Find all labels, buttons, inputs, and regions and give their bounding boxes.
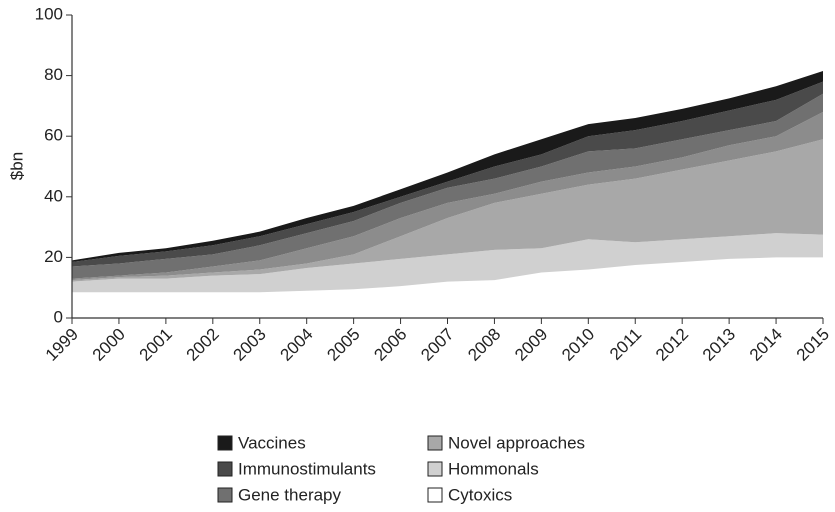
x-tick-label: 2008 bbox=[464, 325, 504, 365]
x-tick-label: 1999 bbox=[42, 325, 82, 365]
y-tick-label: 20 bbox=[44, 247, 63, 266]
legend-swatch bbox=[427, 461, 443, 477]
y-tick-label: 80 bbox=[44, 65, 63, 84]
legend-label: Immunostimulants bbox=[238, 459, 376, 478]
legend-swatch bbox=[217, 461, 233, 477]
x-tick-label: 2003 bbox=[230, 325, 270, 365]
legend-swatch bbox=[217, 435, 233, 451]
x-tick-label: 2007 bbox=[417, 325, 457, 365]
y-tick-label: 40 bbox=[44, 186, 63, 205]
x-tick-label: 2000 bbox=[89, 325, 129, 365]
x-tick-label: 2012 bbox=[652, 325, 692, 365]
area bbox=[72, 257, 823, 318]
area bbox=[72, 233, 823, 293]
x-tick-label: 2013 bbox=[699, 325, 739, 365]
area bbox=[72, 139, 823, 282]
area bbox=[72, 71, 823, 262]
y-tick-label: 60 bbox=[44, 126, 63, 145]
legend-swatch bbox=[427, 435, 443, 451]
x-tick-label: 2002 bbox=[183, 325, 223, 365]
legend-label: Vaccines bbox=[238, 433, 306, 452]
legend-swatch bbox=[427, 487, 443, 503]
y-axis-label: $bn bbox=[7, 152, 26, 180]
x-tick-label: 2014 bbox=[746, 325, 786, 365]
x-tick-label: 2006 bbox=[370, 325, 410, 365]
legend-label: Gene therapy bbox=[238, 485, 342, 504]
x-tick-label: 2010 bbox=[558, 325, 598, 365]
x-tick-label: 2001 bbox=[136, 325, 176, 365]
x-tick-label: 2011 bbox=[606, 325, 645, 364]
x-tick-label: 2004 bbox=[277, 325, 317, 365]
y-tick-label: 100 bbox=[35, 4, 63, 23]
legend-label: Novel approaches bbox=[448, 433, 585, 452]
legend-label: Hommonals bbox=[448, 459, 539, 478]
legend-label: Cytoxics bbox=[448, 485, 512, 504]
x-tick-label: 2009 bbox=[511, 325, 551, 365]
x-tick-label: 2015 bbox=[793, 325, 833, 365]
x-tick-label: 2005 bbox=[323, 325, 363, 365]
legend-swatch bbox=[217, 487, 233, 503]
y-tick-label: 0 bbox=[54, 307, 63, 326]
